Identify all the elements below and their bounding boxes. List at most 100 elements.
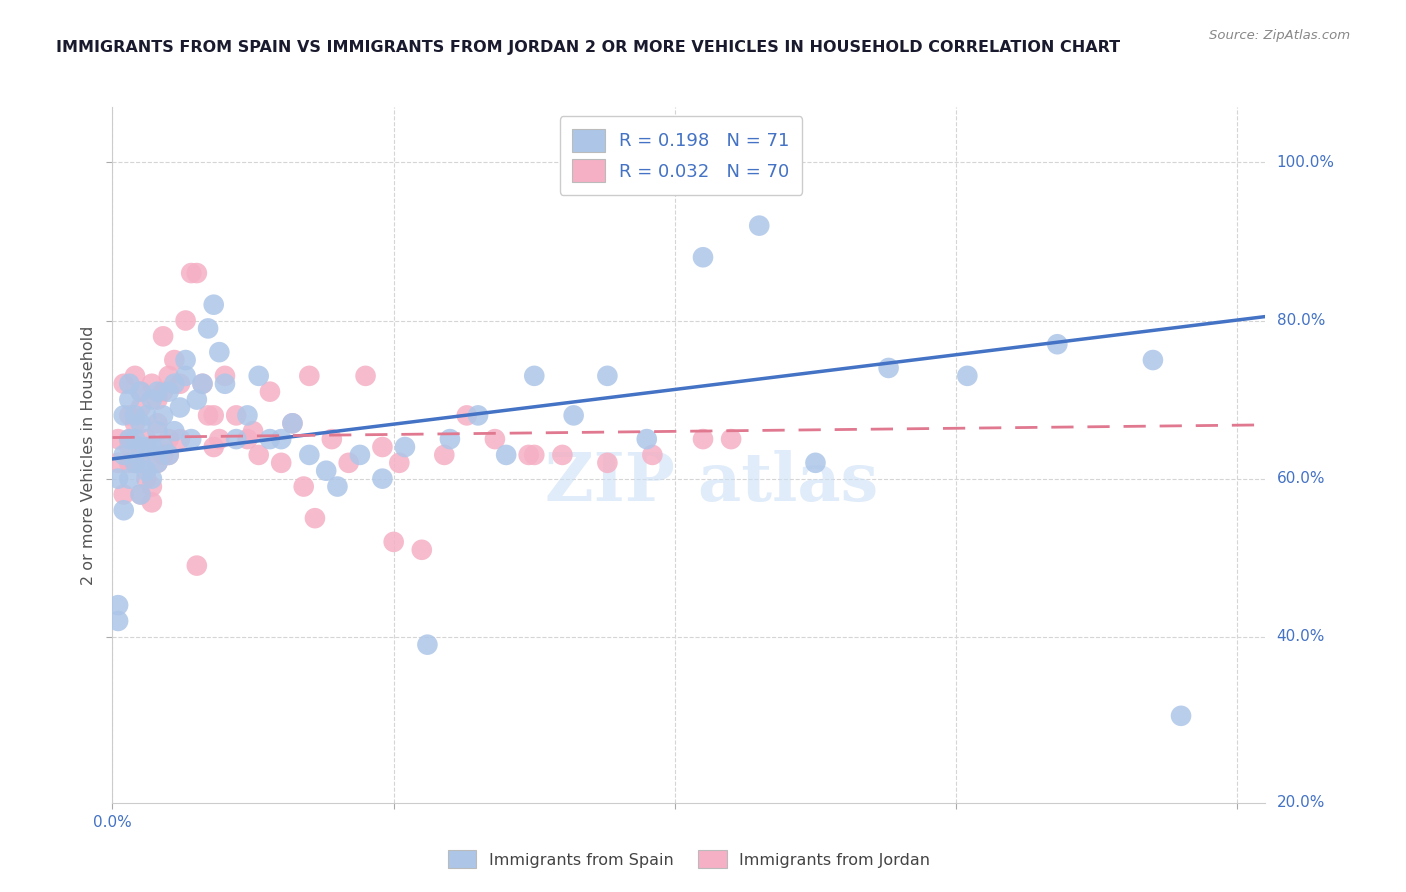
Point	[298, 368, 321, 383]
Point	[281, 417, 304, 431]
Point	[349, 448, 371, 462]
Point	[107, 598, 129, 612]
Point	[118, 392, 141, 407]
Point	[281, 417, 304, 431]
Point	[551, 448, 574, 462]
Point	[157, 448, 180, 462]
Point	[107, 614, 129, 628]
Point	[225, 432, 247, 446]
Point	[146, 417, 169, 431]
Point	[129, 384, 152, 399]
Point	[146, 392, 169, 407]
Point	[152, 329, 174, 343]
Point	[467, 409, 489, 423]
Point	[191, 376, 214, 391]
Point	[315, 464, 337, 478]
Point	[129, 440, 152, 454]
Point	[641, 448, 664, 462]
Point	[523, 368, 546, 383]
Point	[163, 376, 186, 391]
Point	[636, 432, 658, 446]
Point	[152, 448, 174, 462]
Point	[1046, 337, 1069, 351]
Point	[1170, 708, 1192, 723]
Point	[129, 401, 152, 415]
Point	[107, 432, 129, 446]
Point	[214, 368, 236, 383]
Point	[692, 432, 714, 446]
Point	[135, 440, 157, 454]
Point	[225, 409, 247, 423]
Text: 40.0%: 40.0%	[1277, 629, 1324, 644]
Point	[118, 432, 141, 446]
Point	[596, 368, 619, 383]
Point	[141, 376, 163, 391]
Point	[141, 479, 163, 493]
Legend: Immigrants from Spain, Immigrants from Jordan: Immigrants from Spain, Immigrants from J…	[441, 844, 936, 875]
Point	[118, 472, 141, 486]
Point	[236, 432, 259, 446]
Point	[242, 424, 264, 438]
Point	[180, 432, 202, 446]
Point	[804, 456, 827, 470]
Point	[354, 368, 377, 383]
Point	[146, 456, 169, 470]
Point	[163, 353, 186, 368]
Point	[141, 472, 163, 486]
Point	[124, 409, 146, 423]
Point	[124, 456, 146, 470]
Point	[298, 448, 321, 462]
Point	[337, 456, 360, 470]
Point	[371, 472, 394, 486]
Point	[202, 298, 225, 312]
Point	[141, 440, 163, 454]
Point	[169, 401, 191, 415]
Point	[118, 432, 141, 446]
Point	[247, 448, 270, 462]
Text: 60.0%: 60.0%	[1277, 471, 1324, 486]
Point	[124, 368, 146, 383]
Point	[197, 321, 219, 335]
Point	[495, 448, 517, 462]
Point	[141, 392, 163, 407]
Point	[202, 440, 225, 454]
Point	[141, 495, 163, 509]
Point	[129, 487, 152, 501]
Point	[118, 456, 141, 470]
Point	[236, 409, 259, 423]
Point	[371, 440, 394, 454]
Point	[197, 409, 219, 423]
Point	[186, 558, 208, 573]
Point	[208, 345, 231, 359]
Point	[112, 409, 135, 423]
Point	[416, 638, 439, 652]
Point	[118, 440, 141, 454]
Point	[124, 456, 146, 470]
Point	[411, 542, 433, 557]
Point	[129, 417, 152, 431]
Point	[135, 464, 157, 478]
Point	[956, 368, 979, 383]
Point	[202, 409, 225, 423]
Text: 100.0%: 100.0%	[1277, 155, 1334, 169]
Point	[152, 440, 174, 454]
Point	[304, 511, 326, 525]
Point	[112, 448, 135, 462]
Point	[877, 361, 900, 376]
Point	[135, 440, 157, 454]
Point	[135, 409, 157, 423]
Point	[292, 479, 315, 493]
Point	[186, 392, 208, 407]
Point	[191, 376, 214, 391]
Point	[107, 456, 129, 470]
Point	[157, 448, 180, 462]
Point	[129, 448, 152, 462]
Point	[748, 219, 770, 233]
Point	[174, 313, 197, 327]
Point	[394, 440, 416, 454]
Point	[169, 376, 191, 391]
Point	[456, 409, 478, 423]
Point	[146, 456, 169, 470]
Point	[439, 432, 461, 446]
Point	[129, 384, 152, 399]
